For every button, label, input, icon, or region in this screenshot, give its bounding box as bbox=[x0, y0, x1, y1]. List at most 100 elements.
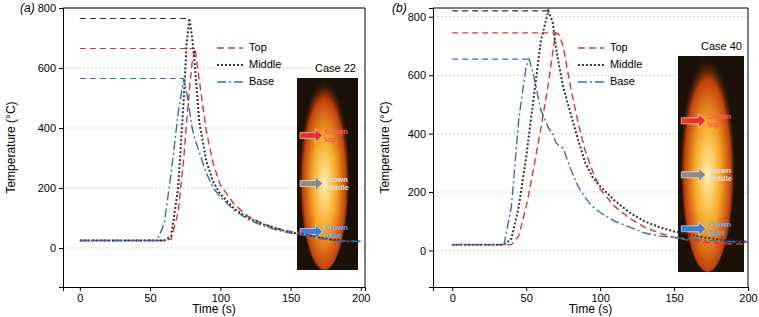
legend-label: Middle bbox=[249, 58, 281, 70]
series-line bbox=[80, 49, 361, 242]
tick-label: 800 bbox=[408, 11, 426, 23]
legend-label: Base bbox=[610, 75, 635, 87]
tick-label: 800 bbox=[38, 2, 56, 14]
tick-mark bbox=[526, 287, 527, 291]
panel: 0501001502000200400600800Time (s)Tempera… bbox=[4, 1, 370, 316]
chart-title: Case 40 bbox=[701, 40, 742, 52]
series-line bbox=[452, 33, 748, 245]
tick: 400 bbox=[38, 122, 63, 134]
tick-label: 400 bbox=[408, 128, 426, 140]
inset-label: Crowntop bbox=[325, 127, 349, 144]
frame-right bbox=[748, 8, 749, 287]
peak-line bbox=[452, 10, 548, 11]
tick-label: 600 bbox=[408, 69, 426, 81]
inset-arrow bbox=[681, 114, 705, 128]
series-line bbox=[80, 79, 361, 242]
tick-label: 150 bbox=[282, 292, 300, 304]
peak-line bbox=[452, 32, 556, 33]
tick: 400 bbox=[408, 128, 433, 140]
tick-label: 50 bbox=[521, 292, 533, 304]
series-line bbox=[452, 59, 748, 245]
frame-top bbox=[63, 8, 365, 9]
tick: 0 bbox=[77, 287, 83, 304]
tick-mark bbox=[291, 287, 292, 291]
inset-label-line: top bbox=[325, 135, 337, 144]
inset-label: Crownbase bbox=[325, 223, 349, 240]
tick: 600 bbox=[38, 62, 63, 74]
plot-area bbox=[452, 11, 748, 245]
tick-mark bbox=[59, 188, 63, 189]
legend-swatch bbox=[217, 47, 243, 48]
panel: 0501001502000200400600800Time (s)Tempera… bbox=[378, 1, 758, 316]
inset-arrow bbox=[300, 177, 323, 191]
tick-mark bbox=[429, 134, 433, 135]
tick-label: 0 bbox=[50, 242, 56, 254]
legend-label: Top bbox=[249, 41, 267, 53]
tick-label: 400 bbox=[38, 122, 56, 134]
tick-mark bbox=[361, 287, 362, 291]
chart-title: Case 22 bbox=[315, 62, 356, 74]
tick-mark bbox=[80, 287, 81, 291]
inset-label: Crowntop bbox=[708, 112, 732, 129]
peak-line bbox=[452, 59, 529, 60]
tick: 150 bbox=[282, 287, 300, 304]
y-axis: 0 200 400 600 800 bbox=[408, 9, 434, 288]
tick-mark bbox=[429, 192, 433, 193]
legend-swatch bbox=[217, 64, 243, 66]
x-axis-title: Time (s) bbox=[192, 302, 236, 316]
tick-mark bbox=[59, 248, 63, 249]
peak-line bbox=[80, 18, 190, 19]
axis-line bbox=[59, 9, 64, 288]
tick-label: 200 bbox=[352, 292, 370, 304]
series-line bbox=[452, 11, 748, 245]
peak-line bbox=[80, 78, 184, 79]
legend-swatch bbox=[578, 64, 604, 66]
tick: 0 bbox=[50, 242, 63, 254]
frame-right bbox=[365, 8, 366, 287]
peak-line bbox=[80, 48, 195, 49]
tick-label: 150 bbox=[665, 292, 683, 304]
tick-mark bbox=[674, 287, 675, 291]
tick: 800 bbox=[408, 11, 433, 23]
inset-label-line: middle bbox=[708, 174, 732, 183]
legend-swatch bbox=[578, 47, 604, 48]
frame-top bbox=[433, 8, 748, 9]
tick-label: 200 bbox=[38, 182, 56, 194]
grid-line bbox=[63, 8, 365, 9]
legend-label: Middle bbox=[610, 58, 642, 70]
plot-area bbox=[80, 19, 361, 242]
tick-mark bbox=[220, 287, 221, 291]
tick-mark bbox=[429, 75, 433, 76]
tick: 200 bbox=[739, 287, 757, 304]
tick: 800 bbox=[38, 2, 63, 14]
tick-label: 200 bbox=[739, 292, 757, 304]
y-axis-title: Temperature (°C) bbox=[378, 101, 392, 193]
y-axis-title: Temperature (°C) bbox=[4, 101, 18, 193]
x-axis-title: Time (s) bbox=[569, 302, 613, 316]
tick-mark bbox=[59, 128, 63, 129]
panel-label: (a) bbox=[20, 1, 35, 15]
tick: 200 bbox=[408, 186, 433, 198]
tick-label: 0 bbox=[420, 245, 426, 257]
tick-mark bbox=[59, 8, 63, 9]
legend-swatch bbox=[217, 81, 243, 82]
tick: 50 bbox=[521, 287, 533, 304]
legend: TopMiddleBase bbox=[578, 41, 642, 87]
tick-mark bbox=[59, 68, 63, 69]
axis-line bbox=[434, 288, 749, 292]
axis-line bbox=[64, 288, 366, 292]
tick-mark bbox=[429, 17, 433, 18]
tick-label: 200 bbox=[408, 186, 426, 198]
grid-line bbox=[433, 16, 748, 17]
tick: 200 bbox=[38, 182, 63, 194]
tick: 0 bbox=[420, 245, 433, 257]
tick: 600 bbox=[408, 69, 433, 81]
tick-mark bbox=[150, 287, 151, 291]
inset-label: Crownmiddle bbox=[708, 166, 732, 183]
tick: 0 bbox=[450, 287, 456, 304]
panel-label: (b) bbox=[392, 1, 407, 15]
tick-label: 0 bbox=[77, 292, 83, 304]
tick: 150 bbox=[665, 287, 683, 304]
tick-mark bbox=[452, 287, 453, 291]
series-line bbox=[80, 19, 361, 242]
